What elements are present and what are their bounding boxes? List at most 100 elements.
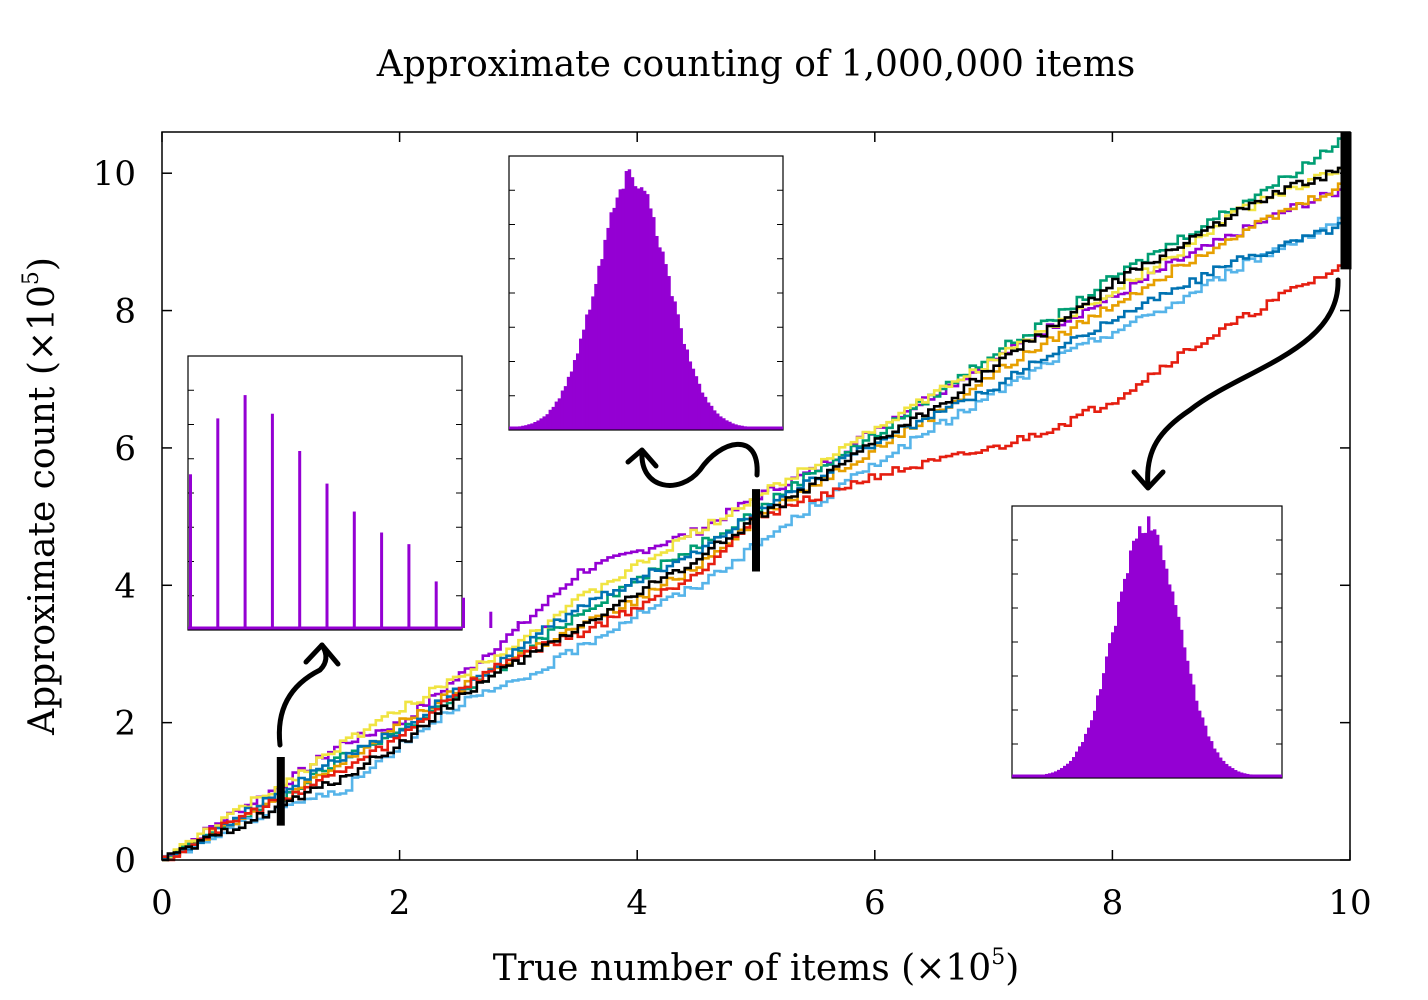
- inset-bar: [1117, 601, 1121, 776]
- inset-bar: [609, 212, 613, 428]
- inset-bar: [1051, 772, 1055, 776]
- inset-bar: [515, 426, 519, 428]
- inset-bar: [1075, 751, 1079, 776]
- inset-bar: [554, 401, 559, 428]
- inset-bar: [1174, 605, 1178, 776]
- histogram-insets: [187, 155, 1283, 779]
- inset-bar: [606, 227, 610, 428]
- inset-bar: [1252, 774, 1256, 776]
- inset-bar: [691, 368, 696, 428]
- inset-bar: [597, 265, 601, 428]
- inset-bar: [709, 405, 714, 428]
- inset-bar: [646, 194, 650, 428]
- inset-bar: [716, 413, 720, 428]
- inset-bar: [1153, 529, 1157, 776]
- inset-bar: [1108, 643, 1112, 776]
- inset-bar: [1102, 673, 1106, 776]
- inset-bar: [664, 264, 668, 428]
- inset-bar: [630, 177, 635, 428]
- y-tick-label: 2: [114, 704, 136, 744]
- inset-bar: [1129, 550, 1133, 776]
- inset-bar: [1081, 741, 1085, 776]
- inset-bar: [1054, 771, 1058, 776]
- inset-bar: [728, 421, 732, 428]
- inset-bar: [270, 413, 274, 628]
- histogram-inset: [1011, 505, 1283, 779]
- inset-bar: [591, 296, 595, 428]
- inset-bar: [700, 392, 705, 428]
- inset-bar: [670, 296, 674, 428]
- x-tick-label: 0: [151, 883, 173, 923]
- inset-bar: [603, 239, 607, 428]
- inset-bar: [575, 353, 580, 428]
- inset-bar: [1183, 647, 1187, 776]
- inset-bar: [1138, 526, 1142, 776]
- y-tick-label: 8: [114, 292, 136, 332]
- inset-bar: [694, 376, 699, 428]
- x-tick-label: 6: [864, 883, 886, 923]
- inset-bar: [1069, 760, 1073, 776]
- x-tick-label: 2: [389, 883, 411, 923]
- inset-bar: [1093, 710, 1097, 776]
- arrowhead-inset-2: [625, 447, 659, 469]
- inset-bar: [1132, 540, 1136, 776]
- inset-bar: [1090, 720, 1094, 776]
- inset-bar: [1111, 632, 1115, 776]
- chart-title: Approximate counting of 1,000,000 items: [376, 44, 1135, 85]
- inset-bar: [1063, 765, 1067, 776]
- inset-bar: [1078, 746, 1082, 776]
- inset-bar: [1060, 768, 1064, 776]
- inset-bar: [585, 314, 589, 428]
- y-tick-label: 6: [114, 429, 136, 469]
- inset-bar: [1249, 774, 1253, 776]
- inset-bar: [743, 426, 747, 428]
- inset-frame: [187, 355, 463, 631]
- inset-bar: [636, 188, 641, 428]
- inset-bar: [737, 425, 741, 428]
- inset-bar: [530, 423, 534, 428]
- inset-bar: [649, 208, 653, 428]
- inset-bar: [682, 343, 686, 428]
- inset-bar: [722, 418, 726, 428]
- inset-bar: [740, 425, 744, 428]
- inset-bar: [1219, 757, 1223, 776]
- inset-bar: [1042, 774, 1046, 776]
- inset-bar: [612, 207, 616, 428]
- inset-bar: [1222, 760, 1226, 776]
- inset-bar: [1192, 684, 1196, 776]
- inset-bar: [325, 483, 329, 628]
- inset-bar: [1072, 757, 1076, 776]
- inset-bar: [1198, 710, 1202, 776]
- y-tick-label: 4: [114, 566, 136, 606]
- inset-bar: [1126, 573, 1130, 776]
- inset-bar: [1147, 516, 1151, 776]
- inset-bar: [588, 309, 592, 428]
- inset-bar: [569, 371, 574, 428]
- inset-bar: [655, 235, 659, 428]
- inset-bar: [1087, 727, 1091, 776]
- inset-bar: [1177, 616, 1181, 776]
- inset-bar: [1234, 770, 1238, 776]
- inset-bar: [434, 581, 438, 628]
- arrowhead-inset-3: [1131, 469, 1166, 491]
- inset-bar: [579, 338, 583, 428]
- inset-bar: [706, 402, 711, 428]
- inset-bar: [1225, 763, 1229, 776]
- inset-bar: [746, 426, 750, 428]
- inset-bar: [1237, 771, 1241, 776]
- inset-bar: [600, 259, 604, 428]
- inset-bar: [560, 390, 565, 428]
- inset-bar: [545, 414, 549, 428]
- inset-bar: [642, 190, 647, 428]
- inset-bar: [1048, 773, 1052, 776]
- inset-bar: [624, 171, 629, 429]
- inset-bar: [1162, 560, 1166, 776]
- x-axis-label: True number of items (×105): [493, 945, 1020, 989]
- inset-bar: [189, 474, 192, 628]
- y-tick-label: 0: [114, 841, 136, 881]
- inset-bar: [1066, 763, 1070, 776]
- inset-bar: [566, 376, 571, 428]
- inset-bar: [1168, 584, 1172, 776]
- inset-bar: [594, 283, 598, 428]
